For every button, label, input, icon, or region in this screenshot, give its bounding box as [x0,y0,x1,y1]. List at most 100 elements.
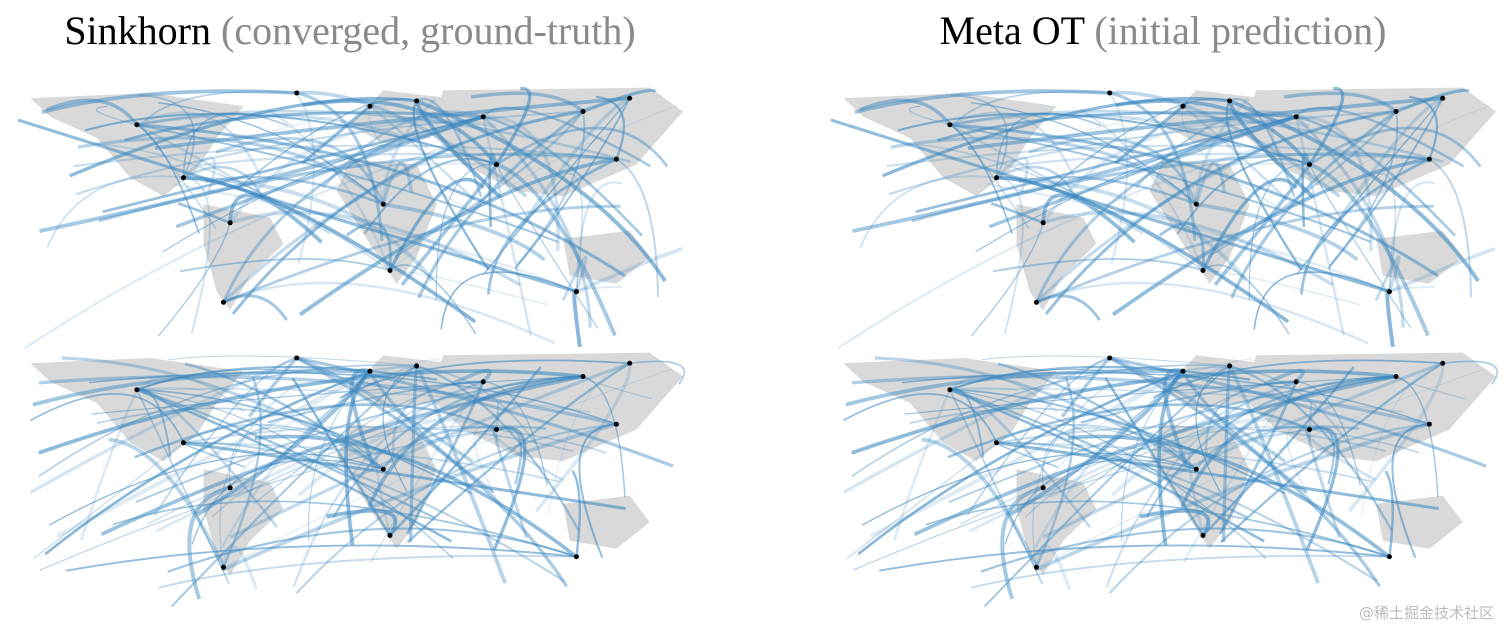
transport-arc [136,112,429,148]
transport-arc [842,356,1111,494]
transport-arc [1221,365,1232,543]
transport-arc [136,388,436,519]
land [563,495,650,549]
transport-arc [1195,202,1359,262]
transport-arc [252,380,484,505]
watermark: @稀土掘金技术社区 [1359,604,1494,622]
hub-point [613,156,619,162]
transport-arc [44,370,371,556]
transport-arc [629,360,685,385]
transport-arc [1065,380,1297,505]
transport-arc [229,357,440,489]
transport-arc [492,424,528,539]
transport-arc [879,544,1390,572]
transport-arc [990,202,1044,225]
transport-arc [246,100,417,139]
transport-arc [153,357,297,516]
transport-arc [1152,359,1443,399]
transport-arc [996,441,1439,511]
hub-point [494,427,500,432]
maps [17,87,1498,608]
transport-arc [1145,375,1397,519]
transport-arc [1207,110,1398,258]
transport-arc [388,177,485,272]
transport-arc [183,441,626,511]
transport-arc [183,441,565,583]
transport-arc [1035,204,1434,304]
hub-point [1200,533,1206,538]
transport-arc [911,152,1430,223]
transport-arc [888,110,1397,196]
transport-arc [892,389,952,541]
transport-arc [986,182,1390,293]
hub-point [367,368,373,374]
transport-arc [949,112,1242,148]
transport-arc [96,407,384,470]
transport-arc [874,356,1198,471]
hub-point [294,90,300,96]
transport-arc [108,437,226,569]
transport-arc [1296,381,1361,486]
transport-arc [1162,368,1189,467]
hub-point [494,162,500,167]
hub-point [1180,368,1186,374]
hub-point [1033,564,1039,570]
hub-point [1293,114,1299,120]
hub-point [1293,379,1299,385]
land [843,92,1057,197]
transport-arc [367,374,584,507]
hub-point [1227,98,1233,104]
transport-arc [222,377,262,568]
panel-title-main: Meta OT [940,8,1085,53]
panel-title-sub: (converged, ground-truth) [221,8,636,53]
hub-point [994,175,999,181]
transport-arc [578,423,617,559]
transport-arc [1034,544,1071,590]
transport-arc [495,126,669,168]
transport-arc [1202,269,1361,306]
transport-arc [33,442,184,559]
transport-arc [897,112,1310,166]
transport-arc [382,202,546,262]
transport-arc [1202,104,1493,271]
land [336,424,437,549]
transport-arc [1182,366,1350,445]
transport-arc [73,144,617,168]
transport-arc [1060,356,1111,418]
transport-arc [79,389,139,541]
transport-arc [909,142,1204,272]
transport-arc [482,115,643,237]
hub-point [1440,95,1446,101]
transport-arc [534,363,632,513]
transport-arc [1109,91,1197,241]
land [563,230,650,284]
transport-arc [1109,356,1487,468]
transport-arc [1139,508,1211,537]
transport-arc [1009,370,1185,517]
transport-arc [1305,424,1341,539]
transport-arc [1194,97,1250,205]
hub-point [220,564,226,570]
transport-arc [61,356,385,471]
transport-arc [949,123,1372,243]
transport-arc [298,157,617,317]
transport-arc [400,163,499,286]
transport-arc [182,165,265,201]
transport-arc [1041,427,1136,488]
transport-arc [970,102,1197,205]
hub-point [580,374,586,379]
transport-arc [1059,100,1230,139]
transport-arc [1442,360,1498,385]
panel-title-main: Sinkhorn [64,8,211,53]
transport-arc [1035,142,1275,304]
transport-arc [38,369,584,455]
transport-arc [17,118,577,294]
transport-arc [470,91,585,113]
transport-arc [852,428,1310,571]
transport-arc [136,389,230,585]
hub-point [380,201,386,207]
hub-point [573,289,579,295]
transport-arc [394,110,585,258]
hub-point [1033,299,1039,305]
transport-arc [997,362,1198,471]
